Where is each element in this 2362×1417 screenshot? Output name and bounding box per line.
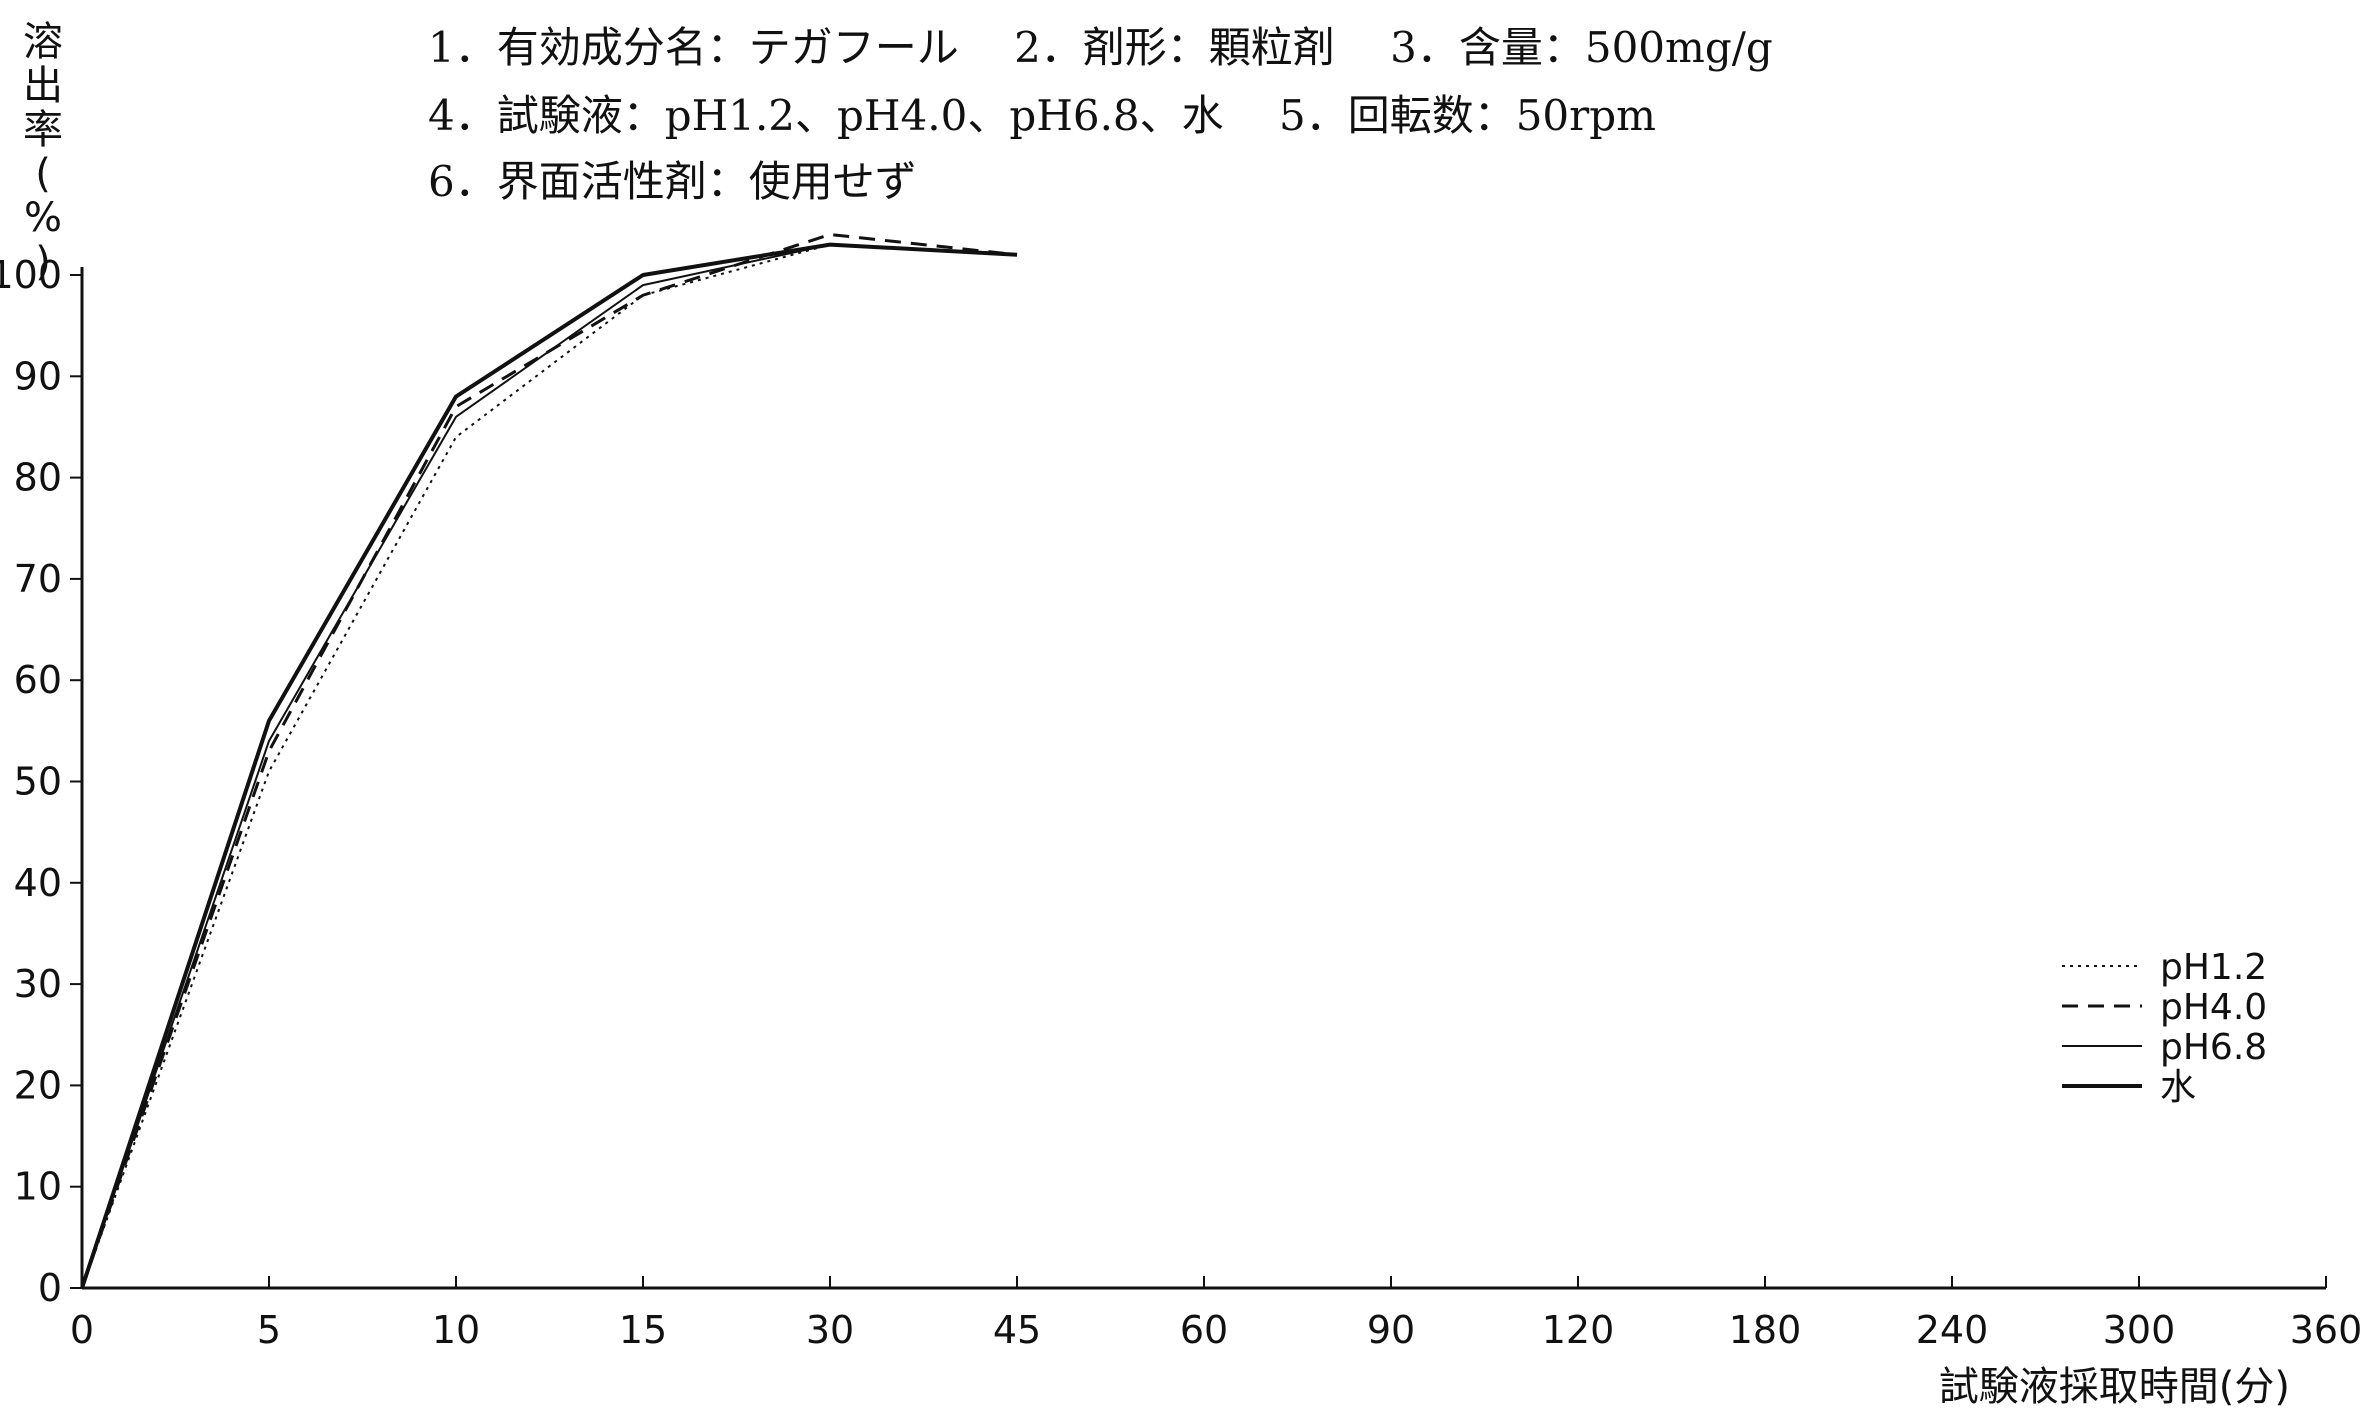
x-tick-label: 30 <box>806 1308 854 1352</box>
legend-label: 水 <box>2160 1067 2196 1108</box>
x-tick-label: 0 <box>70 1308 94 1352</box>
y-axis-label-char: ) <box>35 239 51 285</box>
y-tick-label: 40 <box>14 861 62 905</box>
x-tick-label: 360 <box>2290 1308 2362 1352</box>
header-line-2: 4．試験液：pH1.2、pH4.0、pH6.8、水 5．回転数：50rpm <box>428 91 1656 140</box>
y-tick-label: 0 <box>38 1266 62 1310</box>
series-line-pH1.2 <box>81 243 1018 1289</box>
legend-label: pH4.0 <box>2160 987 2267 1028</box>
axes: 0 10 20 30 40 50 60 70 80 90 100 0 5 10 15 30 45 60 90 120 1… <box>0 253 2362 1352</box>
y-axis-label-char: 出 <box>23 63 63 109</box>
x-tick-label: 15 <box>619 1308 667 1352</box>
header-line-3: 6．界面活性剤：使用せず <box>428 157 917 206</box>
y-tick-label: 30 <box>14 962 62 1006</box>
y-tick-label: 90 <box>14 354 62 398</box>
y-axis-label-char: 溶 <box>23 19 63 65</box>
x-tick-label: 90 <box>1367 1308 1415 1352</box>
series-lines <box>80 232 1018 1289</box>
header-line-1: 1．有効成分名：テガフール 2．剤形：顆粒剤 3．含量：500mg/g <box>428 23 1773 72</box>
y-axis-label-text: 溶出率(%) <box>14 20 72 284</box>
x-tick-label: 10 <box>432 1308 480 1352</box>
y-tick-label: 50 <box>14 760 62 804</box>
y-tick-label: 10 <box>14 1165 62 1209</box>
x-axis-label: 試験液採取時間(分) <box>1939 1364 2290 1410</box>
y-axis-label-char: 率 <box>23 107 63 153</box>
y-tick-label: 80 <box>14 456 62 500</box>
legend-label: pH1.2 <box>2160 947 2267 988</box>
series-line-pH6.8 <box>81 243 1018 1289</box>
x-tick-label: 180 <box>1729 1308 1802 1352</box>
series-line-pH4.0 <box>80 232 1018 1289</box>
y-tick-label: 70 <box>14 557 62 601</box>
x-tick-label: 60 <box>1180 1308 1228 1352</box>
x-tick-label: 5 <box>257 1308 281 1352</box>
x-tick-label: 45 <box>993 1308 1041 1352</box>
legend-label: pH6.8 <box>2160 1027 2267 1068</box>
x-tick-label: 300 <box>2103 1308 2176 1352</box>
y-tick-label: 60 <box>14 658 62 702</box>
x-tick-label: 240 <box>1916 1308 1989 1352</box>
y-axis-label: 溶出率(%) <box>14 20 72 284</box>
y-tick-label: 20 <box>14 1063 62 1107</box>
y-axis-label-char: ( <box>35 151 51 197</box>
series-line-水 <box>80 242 1018 1289</box>
y-tick-label: 100 <box>0 253 62 297</box>
y-axis-label-char: % <box>23 195 62 241</box>
x-tick-label: 120 <box>1542 1308 1615 1352</box>
